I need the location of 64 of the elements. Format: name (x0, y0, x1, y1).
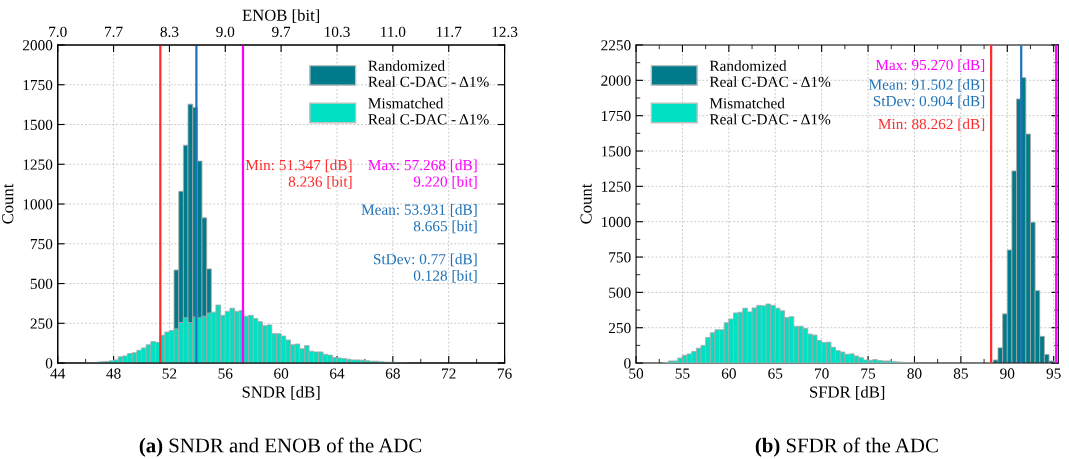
y-tick-label: 750 (609, 252, 631, 263)
legend-label: Randomized Real C-DAC - Δ1% (368, 60, 489, 88)
x-tick-label: 70 (815, 368, 829, 379)
x-tick-label: 76 (497, 368, 512, 379)
y-tick-label: 1250 (601, 181, 631, 192)
y-tick-label: 1250 (23, 159, 53, 170)
y-tick-label: 250 (608, 322, 631, 334)
legend-label: Randomized Real C-DAC - Δ1% (709, 60, 831, 88)
x-tick-label: 55 (675, 368, 690, 379)
x2-axis-title: ENOB [bit] (242, 9, 320, 23)
ref-line-label: Max: 95.270 [dB] (875, 59, 985, 72)
ref-line-label: Mean: 91.502 [dB] StDev: 0.904 [dB] (869, 79, 985, 109)
y-tick-label: 2250 (601, 40, 631, 51)
y-tick-label: 750 (30, 238, 53, 250)
y-tick-label: 1500 (23, 119, 53, 130)
x2-tick-label: 11.0 (381, 26, 406, 38)
x-tick-label: 75 (861, 368, 876, 379)
x-tick-label: 52 (162, 368, 177, 379)
y-tick-label: 1000 (601, 216, 631, 228)
x-axis-title: SNDR [dB] (242, 385, 320, 400)
x2-tick-label: 7.0 (49, 26, 67, 38)
y-tick-label: 500 (30, 278, 53, 289)
x2-tick-label: 10.3 (324, 26, 350, 38)
ref-line-label: Min: 51.347 [dB] 8.236 [bit] (245, 159, 352, 189)
x2-tick-label: 9.7 (272, 26, 291, 38)
x2-tick-label: 7.7 (105, 26, 123, 38)
x-axis-title: SFDR [dB] (810, 385, 885, 400)
x-tick-label: 68 (385, 368, 400, 379)
y-tick-label: 500 (609, 287, 631, 298)
text: Mean: 53.931 [dB] 8.665 [bit] StDev: 0.77 [dB] 0.128 [bit] (361, 204, 477, 283)
x-tick-label: 72 (442, 368, 456, 379)
x-tick-label: 60 (274, 368, 289, 379)
x-tick-label: 80 (907, 368, 922, 379)
legend-label: Mismatched Real C-DAC - Δ1% (709, 97, 831, 125)
y-tick-label: 0 (45, 358, 53, 369)
x-tick-label: 64 (330, 368, 345, 379)
text: (a) SNDR and ENOB of the ADC (139, 437, 422, 457)
y-tick-label: 2000 (601, 75, 631, 86)
x2-tick-label: 11.7 (437, 26, 462, 38)
y-tick-label: 1000 (23, 199, 53, 210)
y-tick-label: 1750 (601, 110, 631, 122)
y-tick-label: 250 (30, 318, 53, 329)
x-tick-label: 60 (721, 368, 736, 379)
x2-tick-label: 8.3 (160, 26, 179, 38)
x-tick-label: 44 (50, 368, 66, 379)
x-tick-label: 85 (953, 368, 968, 379)
y-tick-label: 0 (624, 358, 631, 369)
text: (b) SFDR of the ADC (755, 437, 938, 457)
ref-line-label: Max: 57.268 [dB] 9.220 [bit] (368, 159, 477, 189)
y-axis-title: Count (580, 183, 592, 224)
x-tick-label: 65 (768, 368, 783, 379)
x-tick-label: 95 (1046, 368, 1061, 379)
x2-tick-label: 12.3 (492, 26, 518, 38)
x-tick-label: 48 (106, 368, 121, 379)
x-tick-label: 56 (218, 368, 233, 379)
legend-label: Mismatched Real C-DAC - Δ1% (368, 97, 489, 125)
y-axis-title: Count (2, 183, 14, 224)
y-tick-label: 2000 (22, 40, 53, 51)
x-tick-label: 90 (1000, 368, 1015, 379)
y-tick-label: 1500 (601, 146, 631, 157)
x2-tick-label: 9.0 (216, 26, 235, 38)
x-tick-label: 50 (629, 368, 644, 379)
ref-line-label: Min: 88.262 [dB] (878, 118, 985, 132)
y-tick-label: 1750 (23, 79, 53, 91)
